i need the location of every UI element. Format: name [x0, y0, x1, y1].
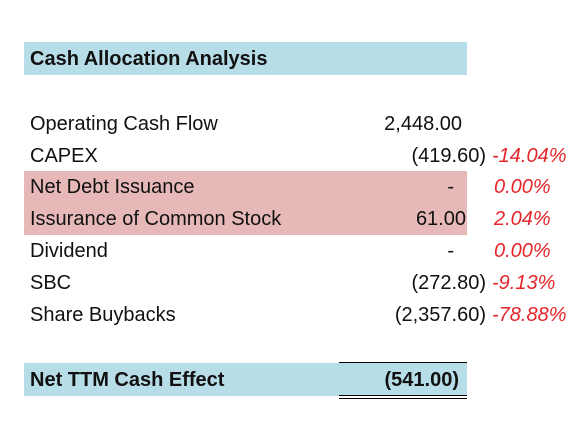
row-label: Net Debt Issuance: [30, 176, 195, 198]
row-percent: 0.00%: [494, 176, 551, 198]
total-value: (541.00): [384, 369, 460, 391]
total-label: Net TTM Cash Effect: [30, 369, 225, 391]
table-row: SBC (272.80) -9.13%: [24, 267, 556, 299]
row-label: CAPEX: [30, 145, 98, 167]
row-percent: -78.88%: [492, 304, 567, 326]
total-top-border: [339, 362, 467, 363]
row-value: -: [447, 176, 454, 198]
row-value: (272.80): [411, 272, 487, 294]
row-percent: 2.04%: [494, 208, 551, 230]
row-label: Share Buybacks: [30, 304, 176, 326]
row-percent: 0.00%: [494, 240, 551, 262]
row-value: 2,448.00: [384, 113, 462, 135]
table-row: Share Buybacks (2,357.60) -78.88%: [24, 299, 567, 331]
total-double-underline-1: [339, 395, 467, 396]
highlight-fill-common-stock: [24, 203, 467, 235]
sheet-title: Cash Allocation Analysis: [30, 48, 268, 70]
row-value: (2,357.60): [394, 304, 486, 326]
row-label: SBC: [30, 272, 72, 294]
table-row: Net Debt Issuance - 0.00%: [24, 171, 554, 203]
table-row: Dividend - 0.00%: [24, 235, 554, 267]
table-row: CAPEX (419.60) -14.04%: [24, 140, 567, 172]
row-label: Issurance of Common Stock: [30, 208, 282, 230]
row-value: -: [447, 240, 454, 262]
title-cell-fill: [24, 42, 467, 75]
table-row: Issurance of Common Stock 61.00 2.04%: [24, 203, 554, 235]
row-value: (419.60): [411, 145, 487, 167]
row-percent: -9.13%: [492, 272, 556, 294]
total-cell-fill: [24, 363, 467, 396]
highlight-fill-net-debt: [24, 171, 467, 203]
total-double-underline-2: [339, 398, 467, 399]
table-row: Operating Cash Flow 2,448.00: [24, 108, 554, 140]
row-label: Operating Cash Flow: [30, 113, 218, 135]
row-value: 61.00: [415, 208, 466, 230]
row-percent: -14.04%: [492, 145, 567, 167]
row-label: Dividend: [30, 240, 108, 262]
